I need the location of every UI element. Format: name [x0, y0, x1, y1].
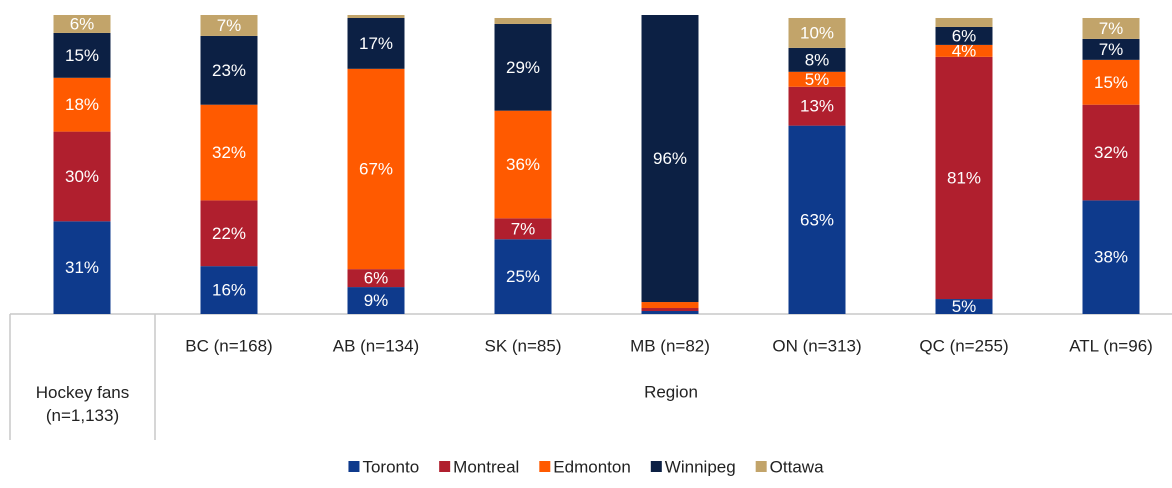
data-label: 8%	[805, 50, 830, 69]
data-label: 7%	[217, 16, 242, 35]
bar-segment	[1082, 59, 1140, 105]
bar-segment	[200, 35, 258, 105]
bar-segment	[1082, 38, 1140, 60]
data-label: 23%	[212, 61, 246, 80]
bar-segment	[788, 47, 846, 72]
bar-segment	[53, 32, 111, 78]
bar-segment	[1082, 104, 1140, 201]
data-label: 18%	[65, 95, 99, 114]
legend-item: Toronto	[348, 457, 419, 476]
bar-segment	[200, 266, 258, 314]
data-label: 63%	[800, 210, 834, 229]
legend-item: Montreal	[439, 457, 519, 476]
bar-segment	[788, 125, 846, 314]
bar-segment	[935, 26, 993, 45]
legend-item: Ottawa	[755, 457, 824, 476]
legend-swatch	[348, 461, 360, 472]
data-label: 25%	[506, 267, 540, 286]
legend-label: Montreal	[453, 457, 519, 476]
data-label: 6%	[364, 269, 389, 288]
legend-swatch	[539, 461, 551, 472]
data-label: 67%	[359, 159, 393, 178]
data-label: 7%	[1099, 40, 1124, 59]
x-tick-label: Hockey fans (n=1,133)	[35, 383, 130, 425]
bar-segment	[494, 218, 552, 240]
x-tick-label: AB (n=134)	[333, 336, 419, 355]
bar-segment	[347, 269, 405, 288]
data-label: 4%	[952, 41, 977, 60]
bar-segment	[53, 221, 111, 314]
data-label: 36%	[506, 155, 540, 174]
bar-segment	[347, 287, 405, 314]
group-label: Region	[644, 382, 698, 401]
bar-segment	[788, 71, 846, 87]
data-label: 13%	[800, 97, 834, 116]
bar-segment	[641, 302, 699, 309]
bar-segment	[200, 200, 258, 267]
bar-segment	[935, 44, 993, 57]
data-label: 29%	[506, 58, 540, 77]
data-label: 17%	[359, 34, 393, 53]
bar-segment	[200, 104, 258, 201]
legend-label: Winnipeg	[665, 457, 736, 476]
x-tick-label: QC (n=255)	[919, 336, 1008, 355]
x-tick-label: SK (n=85)	[484, 336, 561, 355]
legend-item: Winnipeg	[650, 457, 736, 476]
x-tick-label: BC (n=168)	[185, 336, 272, 355]
legend-swatch	[439, 461, 451, 472]
data-label: 30%	[65, 167, 99, 186]
data-label: 96%	[653, 149, 687, 168]
data-label: 5%	[805, 70, 830, 89]
bar-segment	[53, 15, 111, 33]
data-label: 15%	[65, 46, 99, 65]
data-label: 32%	[212, 143, 246, 162]
data-label: 22%	[212, 224, 246, 243]
legend-label: Toronto	[362, 457, 419, 476]
bar-segment	[53, 77, 111, 132]
bar-segment	[788, 17, 846, 48]
data-label: 5%	[952, 297, 977, 316]
x-tick-label: ON (n=313)	[772, 336, 861, 355]
data-label: 32%	[1094, 143, 1128, 162]
bar-segment	[347, 68, 405, 270]
data-label: 7%	[1099, 19, 1124, 38]
x-tick-label: MB (n=82)	[630, 336, 710, 355]
legend-item: Edmonton	[539, 457, 631, 476]
legend: Toronto Montreal Edmonton Winnipeg Ottawa	[348, 457, 824, 476]
data-label: 31%	[65, 258, 99, 277]
legend-swatch	[650, 461, 662, 472]
data-label: 16%	[212, 281, 246, 300]
legend-label: Edmonton	[553, 457, 631, 476]
data-label: 81%	[947, 168, 981, 187]
data-label: 6%	[952, 26, 977, 45]
bar-segment	[347, 15, 405, 18]
bar-segment	[494, 239, 552, 314]
bar-segment	[200, 15, 258, 36]
bar-segment	[641, 15, 699, 303]
bar-segment	[935, 56, 993, 300]
x-tick-label: ATL (n=96)	[1069, 336, 1153, 355]
legend-swatch	[755, 461, 767, 472]
legend-label: Ottawa	[770, 457, 824, 476]
bar-segment	[788, 86, 846, 126]
data-label: 38%	[1094, 248, 1128, 267]
bar-segment	[53, 131, 111, 222]
data-label: 6%	[70, 14, 95, 33]
bar-segment	[494, 110, 552, 219]
data-label: 9%	[364, 291, 389, 310]
data-label: 10%	[800, 23, 834, 42]
bar-segment	[935, 299, 993, 314]
bar-segment	[494, 23, 552, 111]
bar-segment	[1082, 200, 1140, 314]
bar-segment	[1082, 17, 1140, 39]
bar-segment	[494, 17, 552, 24]
data-label: 7%	[511, 219, 536, 238]
x-tick-label: Hockey fans (n=1,133)	[35, 383, 130, 425]
bar-segment	[641, 311, 699, 314]
bar-segment	[347, 17, 405, 69]
data-label: 15%	[1094, 73, 1128, 92]
bar-segment	[641, 308, 699, 312]
bar-segment	[935, 17, 993, 27]
